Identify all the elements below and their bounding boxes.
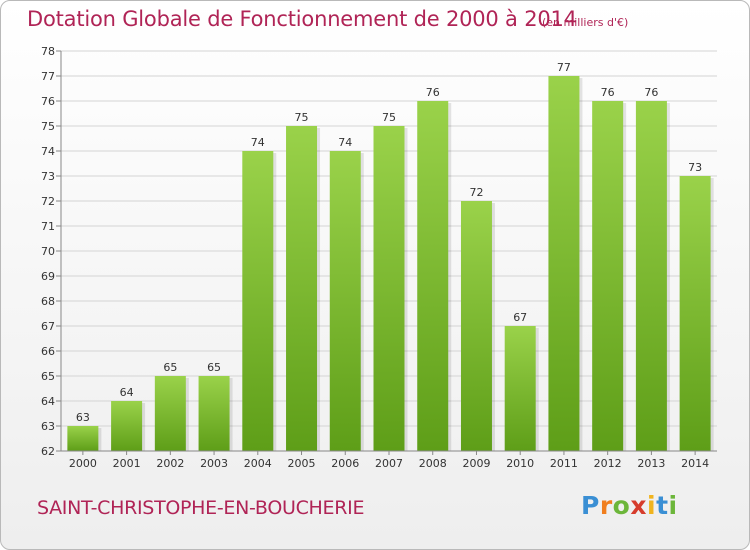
bar: [329, 151, 361, 451]
logo-letter: t: [656, 491, 669, 520]
x-tick-label: 2007: [375, 457, 403, 470]
x-tick-label: 2009: [462, 457, 490, 470]
x-tick-label: 2004: [244, 457, 272, 470]
data-label: 76: [601, 86, 615, 99]
data-label: 76: [644, 86, 658, 99]
y-tick-label: 75: [41, 120, 55, 133]
x-tick-label: 2011: [550, 457, 578, 470]
logo-letter: o: [612, 491, 631, 520]
logo-letter: i: [647, 491, 657, 520]
axes: 62 63 64 65 66 67 68 69 70 71 72 73 74 75 76 77 78 2000 20…: [41, 45, 717, 470]
y-tick-label: 77: [41, 70, 55, 83]
bar: [548, 76, 580, 451]
x-tick-label: 2013: [637, 457, 665, 470]
logo-letter: i: [668, 491, 678, 520]
bar: [67, 426, 99, 451]
proxiti-logo[interactable]: Proxiti: [581, 491, 678, 520]
bar: [679, 176, 711, 451]
data-label: 67: [513, 311, 527, 324]
bar: [417, 101, 449, 451]
chart-subtitle: (en milliers d'€): [542, 16, 629, 29]
data-label: 72: [469, 186, 483, 199]
y-tick-label: 69: [41, 270, 55, 283]
bars: 63 64 65 65 74 75 74 75 76 72 67 77 76 76 73: [67, 61, 714, 451]
x-tick-label: 2003: [200, 457, 228, 470]
logo-letter: P: [581, 491, 600, 520]
bar: [373, 126, 405, 451]
y-tick-label: 67: [41, 320, 55, 333]
data-label: 65: [163, 361, 177, 374]
x-tick-label: 2010: [506, 457, 534, 470]
data-label: 63: [76, 411, 90, 424]
bar: [286, 126, 318, 451]
x-tick-label: 2008: [419, 457, 447, 470]
data-label: 65: [207, 361, 221, 374]
y-tick-label: 72: [41, 195, 55, 208]
bar: [460, 201, 492, 451]
y-tick-label: 73: [41, 170, 55, 183]
x-tick-label: 2000: [69, 457, 97, 470]
data-label: 75: [295, 111, 309, 124]
logo-letter: r: [599, 491, 613, 520]
data-label: 76: [426, 86, 440, 99]
data-label: 73: [688, 161, 702, 174]
y-tick-label: 66: [41, 345, 55, 358]
y-tick-label: 64: [41, 395, 55, 408]
logo-letter: x: [630, 491, 647, 520]
x-tick-label: 2002: [156, 457, 184, 470]
y-tick-label: 74: [41, 145, 55, 158]
data-label: 74: [251, 136, 265, 149]
bar: [198, 376, 230, 451]
bar: [635, 101, 667, 451]
y-tick-label: 62: [41, 445, 55, 458]
x-tick-label: 2005: [288, 457, 316, 470]
y-tick-label: 65: [41, 370, 55, 383]
x-tick-label: 2012: [594, 457, 622, 470]
x-tick-label: 2014: [681, 457, 709, 470]
y-tick-label: 78: [41, 45, 55, 58]
chart-title: Dotation Globale de Fonctionnement de 20…: [27, 7, 577, 31]
bar: [504, 326, 536, 451]
y-tick-label: 68: [41, 295, 55, 308]
y-tick-label: 71: [41, 220, 55, 233]
bar: [242, 151, 274, 451]
x-tick-label: 2006: [331, 457, 359, 470]
bar: [111, 401, 143, 451]
y-tick-label: 76: [41, 95, 55, 108]
y-tick-label: 70: [41, 245, 55, 258]
data-label: 64: [120, 386, 134, 399]
bar: [154, 376, 186, 451]
commune-name: SAINT-CHRISTOPHE-EN-BOUCHERIE: [37, 497, 365, 519]
x-tick-label: 2001: [113, 457, 141, 470]
data-label: 75: [382, 111, 396, 124]
data-label: 77: [557, 61, 571, 74]
bar: [592, 101, 624, 451]
y-tick-label: 63: [41, 420, 55, 433]
data-label: 74: [338, 136, 352, 149]
